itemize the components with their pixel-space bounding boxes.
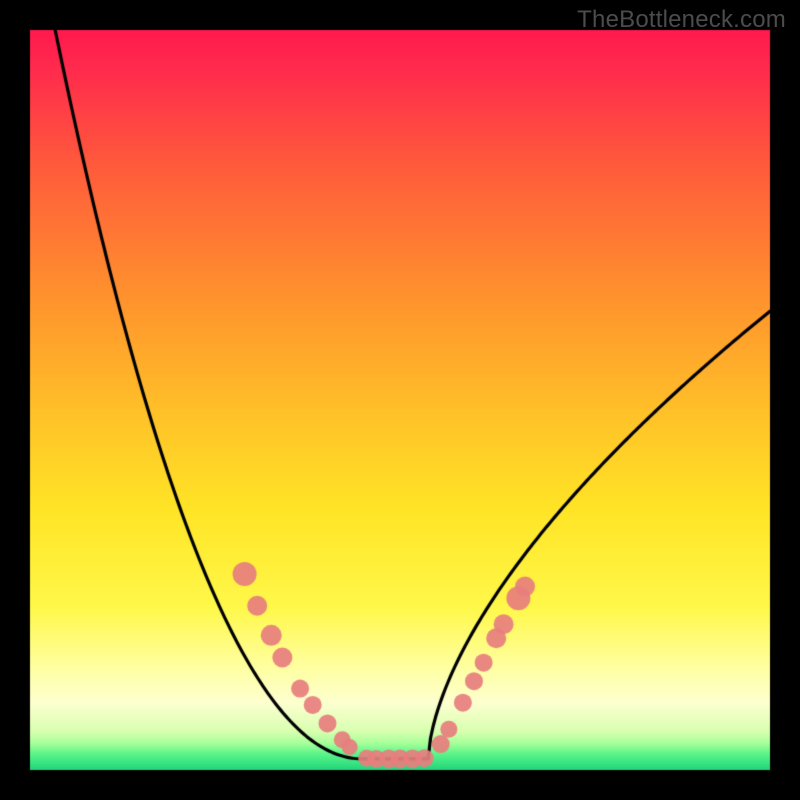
bottleneck-curve-chart <box>0 0 800 800</box>
watermark-text: TheBottleneck.com <box>577 6 786 34</box>
chart-stage: TheBottleneck.com <box>0 0 800 800</box>
